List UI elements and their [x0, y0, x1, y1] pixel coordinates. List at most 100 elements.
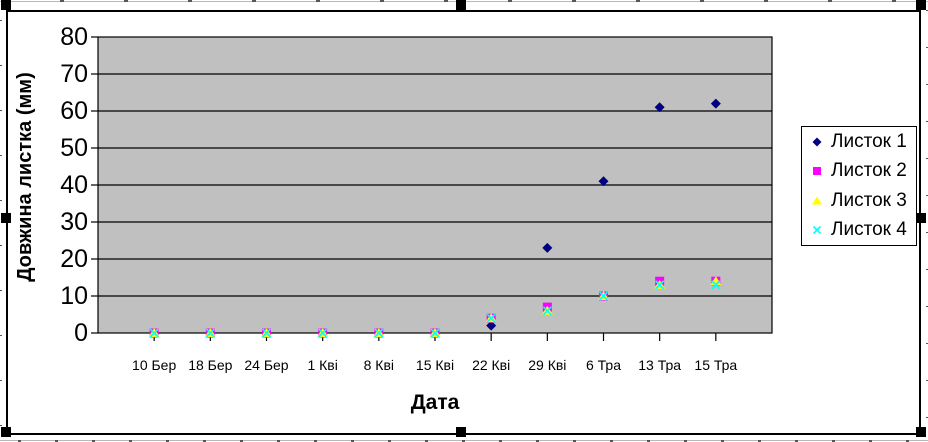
- data-point-series4-cat8[interactable]: [542, 306, 552, 316]
- selection-handle-bottom-right[interactable]: [916, 427, 926, 437]
- sheet-gridline: [0, 425, 2, 426]
- sheet-gridline: [124, 0, 128, 2]
- legend-item-3[interactable]: Листок 3: [802, 186, 916, 216]
- sheet-gridline: [462, 440, 465, 442]
- sheet-gridline: [316, 0, 320, 2]
- sheet-gridline: [926, 10, 928, 11]
- sheet-gridline: [892, 0, 896, 2]
- sheet-gridline: [869, 440, 872, 442]
- sheet-gridline: [0, 155, 2, 156]
- legend[interactable]: Листок 1 Листок 2 Листок 3 Листок 4: [801, 126, 917, 246]
- sheet-gridline: [926, 84, 928, 85]
- sheet-gridline: [573, 440, 576, 442]
- sheet-gridline: [188, 0, 192, 2]
- data-point-series4-cat1[interactable]: [149, 328, 159, 338]
- sheet-gridline: [129, 440, 132, 442]
- legend-item-4[interactable]: Листок 4: [802, 216, 916, 246]
- y-tick-label: 30: [60, 208, 88, 236]
- sheet-gridline: [926, 232, 928, 233]
- sheet-gridline: [684, 440, 687, 442]
- sheet-gridline: [18, 440, 21, 442]
- x-tick-label: 22 Кві: [472, 357, 511, 373]
- selection-handle-top-right[interactable]: [916, 0, 926, 10]
- legend-item-2[interactable]: Листок 2: [802, 157, 916, 187]
- data-point-series4-cat11[interactable]: [711, 280, 721, 290]
- x-tick-label: 1 Кві: [307, 357, 338, 373]
- selection-handle-bottom-middle[interactable]: [456, 427, 466, 437]
- legend-label: Листок 4: [831, 219, 907, 241]
- selection-handle-middle-left[interactable]: [1, 213, 11, 223]
- data-point-series4-cat4[interactable]: [318, 328, 328, 338]
- x-axis-title[interactable]: Дата: [410, 391, 460, 414]
- sheet-gridline: [926, 306, 928, 307]
- selection-handle-top-left[interactable]: [1, 0, 11, 10]
- data-point-series4-cat2[interactable]: [205, 328, 215, 338]
- data-point-series4-cat7[interactable]: [486, 313, 496, 323]
- y-tick-label: 20: [60, 245, 88, 273]
- sheet-gridline: [351, 440, 354, 442]
- sheet-gridline: [444, 0, 448, 2]
- data-point-series1-cat11[interactable]: [710, 98, 721, 109]
- sheet-gridline: [55, 440, 58, 442]
- diamond-glyph: [812, 137, 822, 147]
- sheet-gridline: [388, 440, 391, 442]
- sheet-gridline: [0, 290, 2, 291]
- triangle-glyph: [812, 196, 822, 205]
- y-tick-label: 70: [60, 60, 88, 88]
- sheet-gridline: [203, 440, 206, 442]
- sheet-gridline: [926, 47, 928, 48]
- sheet-gridline: [758, 440, 761, 442]
- sheet-gridline: [636, 0, 640, 2]
- sheet-gridline: [0, 200, 2, 201]
- sheet-gridline: [572, 0, 576, 2]
- sheet-gridline: [926, 417, 928, 418]
- sheet-gridline: [0, 65, 2, 66]
- x-tick-label: 15 Тра: [694, 357, 738, 373]
- sheet-gridline: [926, 158, 928, 159]
- sheet-gridline: [92, 440, 95, 442]
- selection-handle-top-middle[interactable]: [456, 0, 466, 10]
- y-axis-title[interactable]: Довжина листка (мм): [14, 72, 36, 282]
- sheet-gridline: [508, 0, 512, 2]
- selection-handle-bottom-left[interactable]: [1, 427, 11, 437]
- data-point-series4-cat10[interactable]: [655, 280, 665, 290]
- x-tick-label: 29 Кві: [528, 357, 567, 373]
- legend-item-1[interactable]: Листок 1: [802, 127, 916, 157]
- sheet-gridline: [926, 269, 928, 270]
- data-point-series4-cat6[interactable]: [430, 328, 440, 338]
- sheet-gridline: [0, 335, 2, 336]
- sheet-gridline: [0, 245, 2, 246]
- data-point-series1-cat8[interactable]: [542, 242, 553, 253]
- sheet-gridline: [0, 110, 2, 111]
- x-glyph: [812, 226, 822, 235]
- y-tick-label: 60: [60, 97, 88, 125]
- sheet-gridline: [0, 380, 2, 381]
- data-point-series1-cat9[interactable]: [598, 176, 609, 187]
- y-tick-label: 40: [60, 171, 88, 199]
- square-glyph: [813, 167, 821, 176]
- sheet-gridline: [425, 440, 428, 442]
- sheet-gridline: [926, 121, 928, 122]
- data-point-series1-cat10[interactable]: [654, 102, 665, 113]
- selection-handle-middle-right[interactable]: [916, 213, 926, 223]
- sheet-gridline: [647, 440, 650, 442]
- data-point-series4-cat5[interactable]: [374, 328, 384, 338]
- x-tick-label: 13 Тра: [638, 357, 682, 373]
- sheet-gridline: [926, 343, 928, 344]
- diamond-icon: [812, 137, 822, 147]
- x-tick-label: 10 Бер: [132, 357, 177, 373]
- x-tick-label: 15 Кві: [415, 357, 455, 373]
- x-icon: [812, 226, 822, 235]
- data-point-series4-cat3[interactable]: [261, 328, 272, 338]
- data-point-series1-cat7[interactable]: [486, 320, 497, 331]
- data-point-series4-cat9[interactable]: [598, 291, 609, 301]
- sheet-gridline: [60, 0, 64, 2]
- y-tick-label: 80: [60, 23, 88, 51]
- sheet-gridline: [926, 195, 928, 196]
- y-tick-label: 50: [60, 134, 88, 162]
- sheet-gridline: [252, 0, 256, 2]
- triangle-icon: [812, 196, 822, 205]
- sheet-gridline: [828, 0, 832, 2]
